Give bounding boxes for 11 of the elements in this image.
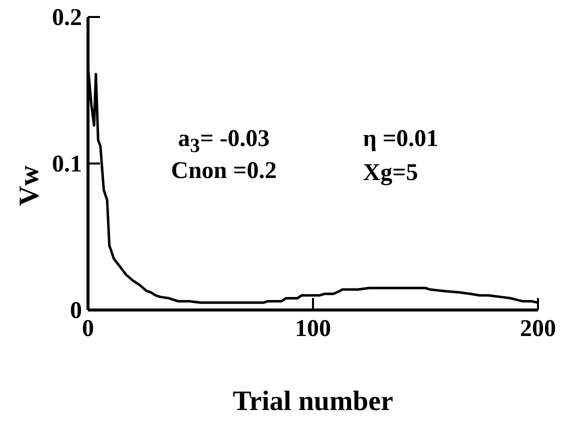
y-tick-label: 0 <box>70 298 82 324</box>
y-tick-label: 0.1 <box>52 152 82 178</box>
annotation: η =0.01 <box>363 126 438 153</box>
annotation: Xg=5 <box>363 160 418 187</box>
x-tick-label: 200 <box>520 316 556 342</box>
y-axis-title: Vw <box>13 166 46 206</box>
x-axis-title: Trial number <box>232 386 394 418</box>
x-tick-label: 100 <box>295 316 331 342</box>
annotation: a$_{3}$= -0.03 <box>178 126 270 158</box>
annotation: Cnon =0.2 <box>171 158 277 185</box>
y-tick-label: 0.2 <box>52 5 82 31</box>
